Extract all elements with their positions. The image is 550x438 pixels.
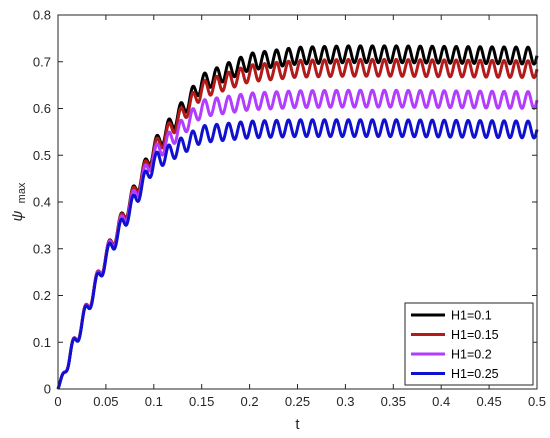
y-tick-label: 0.2 (33, 288, 51, 303)
y-tick-label: 0.7 (33, 54, 51, 69)
x-tick-label: 0.1 (145, 394, 163, 409)
x-tick-label: 0.25 (285, 394, 310, 409)
x-axis: 0 0.05 0.1 0.15 0.2 0.25 0.3 0.35 0.4 0.45 0.5 (54, 15, 546, 409)
y-tick-label: 0.6 (33, 101, 51, 116)
y-tick-label: 0.8 (33, 8, 51, 23)
y-axis: 0 0.1 0.2 0.3 0.4 0.5 0.6 0.7 0.8 (33, 8, 537, 397)
x-tick-label: 0.2 (241, 394, 259, 409)
x-tick-label: 0.15 (189, 394, 214, 409)
y-tick-label: 0.5 (33, 148, 51, 163)
y-axis-title-subscript: max (16, 182, 28, 203)
legend-label: H1=0.15 (451, 328, 499, 342)
plot-series-group (56, 44, 539, 390)
legend-box (404, 302, 534, 386)
x-tick-label: 0.45 (476, 394, 501, 409)
y-axis-title: ψ max (9, 182, 28, 221)
x-tick-label: 0.05 (93, 394, 118, 409)
y-tick-label: 0 (44, 382, 51, 397)
y-tick-label: 0.1 (33, 335, 51, 350)
legend-label: H1=0.25 (451, 367, 499, 381)
x-tick-label: 0.35 (381, 394, 406, 409)
y-axis-title-symbol: ψ (9, 210, 26, 221)
x-tick-label: 0.3 (336, 394, 354, 409)
y-tick-label: 0.4 (33, 195, 51, 210)
series-line-2 (56, 57, 539, 390)
x-axis-title: t (295, 416, 300, 433)
x-tick-label: 0 (54, 394, 61, 409)
legend-label: H1=0.1 (451, 309, 492, 323)
x-tick-label: 0.5 (528, 394, 546, 409)
x-tick-label: 0.4 (432, 394, 450, 409)
series-line-4 (56, 118, 539, 390)
legend: H1=0.1 H1=0.15 H1=0.2 H1=0.25 (404, 302, 534, 386)
legend-label: H1=0.2 (451, 348, 492, 362)
y-tick-label: 0.3 (33, 241, 51, 256)
series-line-3 (56, 88, 539, 390)
